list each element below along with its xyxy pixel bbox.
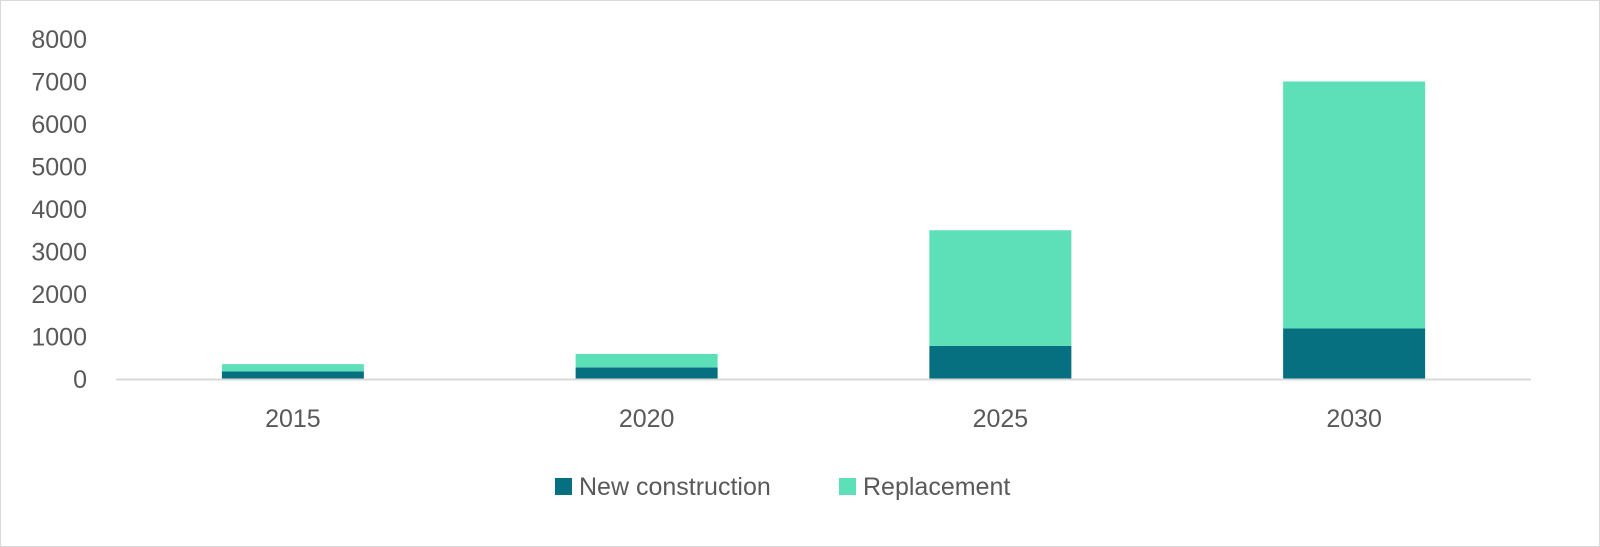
legend-label-new-construction: New construction [579, 473, 771, 501]
bar-new-construction-2030 [1283, 328, 1426, 379]
y-tick-label-4000: 4000 [31, 196, 87, 224]
bar-replacement-2025 [929, 230, 1072, 346]
bar-replacement-2030 [1283, 81, 1426, 329]
y-tick-label-8000: 8000 [31, 26, 87, 54]
legend-swatch-new-construction [555, 478, 572, 495]
x-tick-label-2025: 2025 [973, 405, 1029, 433]
x-tick-label-2015: 2015 [265, 405, 321, 433]
y-axis: 0 1000 2000 3000 4000 5000 6000 7000 8000 [31, 26, 87, 394]
bars [221, 81, 1426, 379]
x-axis: 2015 2020 2025 2030 [265, 405, 1382, 433]
bar-new-construction-2015 [221, 371, 364, 379]
y-tick-label-7000: 7000 [31, 69, 87, 97]
y-tick-label-3000: 3000 [31, 239, 87, 267]
x-tick-label-2030: 2030 [1326, 405, 1382, 433]
bar-replacement-2015 [221, 364, 364, 372]
legend: New construction Replacement [555, 473, 1010, 501]
y-tick-label-0: 0 [73, 366, 87, 394]
legend-swatch-replacement [839, 478, 856, 495]
legend-label-replacement: Replacement [863, 473, 1010, 501]
bar-replacement-2020 [575, 353, 718, 368]
bar-new-construction-2020 [575, 367, 718, 379]
y-tick-label-2000: 2000 [31, 281, 87, 309]
bar-new-construction-2025 [929, 345, 1072, 379]
x-tick-label-2020: 2020 [619, 405, 675, 433]
y-tick-label-1000: 1000 [31, 324, 87, 352]
y-tick-label-5000: 5000 [31, 154, 87, 182]
y-tick-label-6000: 6000 [31, 111, 87, 139]
